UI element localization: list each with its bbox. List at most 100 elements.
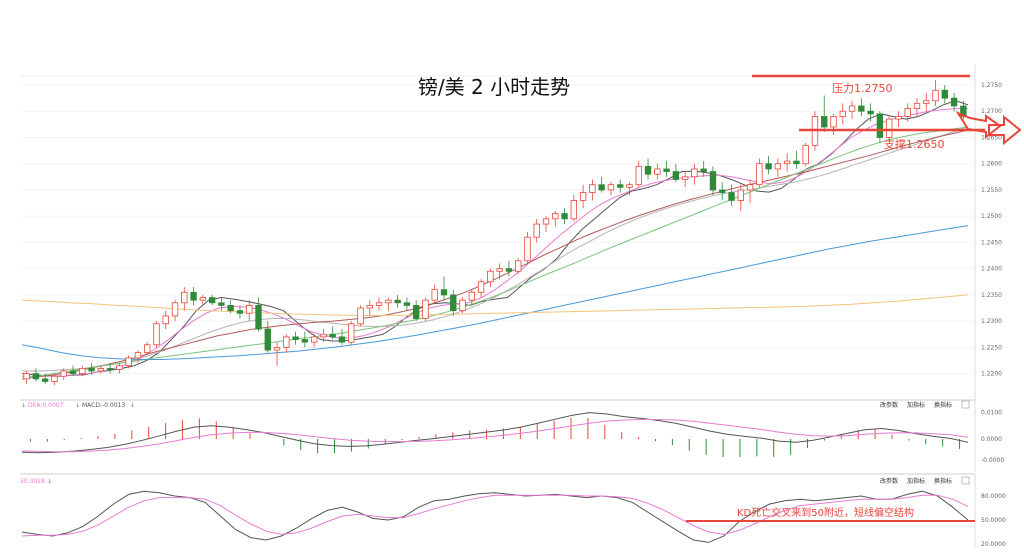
candle [366,300,373,316]
kd-close-button[interactable] [961,476,970,485]
candle [923,92,930,112]
kd-tick-label: 20.0000 [981,541,1006,548]
candle [431,284,438,303]
arrow-icon [988,114,1022,146]
candle [654,163,661,180]
kd-note: KD死亡交叉来到50附近，短线偏空结构 [737,506,914,519]
kd-tick-label: 80.0000 [981,493,1006,500]
moving-average-line [21,294,969,316]
candle [691,163,698,185]
candle [950,92,958,112]
candle [320,329,327,343]
kd-tick-label: 50.0000 [981,517,1006,524]
candle [153,321,160,348]
candle [895,111,902,127]
kd-button-add[interactable]: 加指标 [907,477,925,485]
candle [561,208,568,225]
candle [579,184,587,209]
price-tick-label: 1.2200 [981,371,1002,378]
macd-arrow-icon: ↓ [21,402,26,409]
price-tick-label: 1.2350 [981,292,1002,299]
candle [607,182,615,196]
candle [635,161,642,188]
candle [125,355,132,369]
candle [783,153,791,172]
candle [236,305,244,319]
candle [329,326,336,340]
candle [227,300,234,314]
candle [42,373,49,385]
candle [79,365,86,377]
candle [292,331,299,345]
candle [932,79,939,106]
candle [885,116,893,141]
macd-tick-label: 0.0000 [981,436,1002,443]
macd-tick-label: -0.0000 [981,457,1004,464]
candle [32,368,40,382]
candle [403,297,411,311]
macd-button-switch[interactable]: 换指标 [934,401,952,409]
candle [144,342,151,356]
macd-button-add[interactable]: 加指标 [907,401,925,409]
candle [867,103,874,122]
support-label: 支撑1.2650 [884,137,945,151]
candle [422,297,429,322]
candle [60,368,67,380]
candle [802,142,809,167]
macd-y-axis: 0.0100 0.0000 -0.0000 [981,410,1004,464]
chart-title: 镑/美 2 小时走势 [418,75,570,99]
candle [626,182,633,196]
candle [301,331,309,348]
candle [218,297,225,311]
macd-tick-label: 0.0100 [981,410,1002,417]
candle [310,334,318,348]
macd-dea-line [21,419,969,453]
price-tick-label: 1.2550 [981,187,1002,194]
candle [283,334,290,353]
candle [728,184,735,206]
candle [375,297,383,311]
candle [913,98,921,117]
candle [570,195,578,222]
candle [134,350,142,364]
candle [793,150,800,169]
macd-button-params[interactable]: 改参数 [880,401,898,409]
moving-average-line [21,126,969,380]
resistance-label: 压力1.2750 [832,82,893,95]
kd-button-switch[interactable]: 换指标 [934,477,952,485]
kd-arrow-icon: ↓ [47,478,52,485]
candle [709,166,717,196]
kd-button-params[interactable]: 改参数 [880,477,898,485]
candle [719,182,726,201]
dea-label: DEA:0.0007 [28,402,64,409]
moving-average-line [21,129,969,380]
candle [97,365,105,374]
kd-k-line [21,490,969,543]
candle [756,158,763,188]
candle [181,287,188,311]
candle [644,158,652,180]
candle [700,161,707,177]
macd-arrow-icon: ↓ [130,402,135,409]
price-tick-label: 1.2700 [981,108,1002,115]
candle [542,216,550,232]
macd-dif-line [21,412,969,454]
price-y-axis: 1.2750 1.2700 1.2650 1.2600 1.2550 1.2500 1.24… [981,82,1002,378]
support-resistance-lines [752,74,985,132]
candle [69,365,77,377]
candle [116,363,123,374]
direction-arrows [955,110,1022,146]
candle [496,263,503,280]
candle [533,218,540,243]
candle [941,84,948,104]
candle [208,294,216,306]
kd-lines [21,490,969,543]
candle [848,100,856,120]
macd-close-button[interactable] [961,400,970,409]
candle [598,176,605,193]
kd-y-axis: 80.0000 50.0000 20.0000 [981,493,1006,548]
candle [515,258,522,274]
